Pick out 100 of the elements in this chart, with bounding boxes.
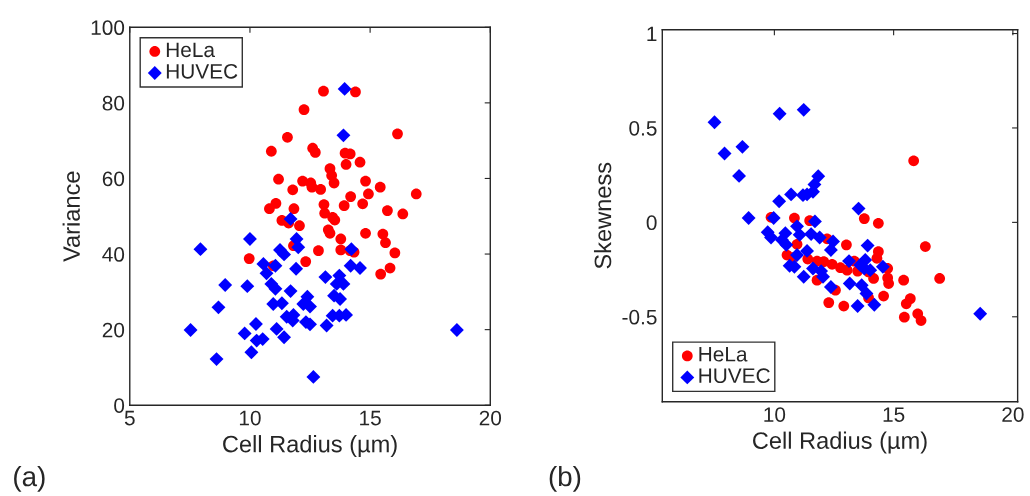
point [858, 253, 873, 267]
point [796, 269, 811, 284]
point [898, 311, 910, 323]
y-tick-label: 0 [114, 398, 125, 413]
point [269, 321, 284, 336]
y-tick-label: 80 [102, 95, 125, 111]
y-tick-label: 0.5 [629, 120, 657, 136]
point [915, 315, 927, 326]
point [823, 280, 838, 294]
point [867, 297, 882, 312]
point [363, 188, 374, 200]
point [270, 198, 282, 209]
point [854, 278, 869, 293]
point [303, 299, 317, 314]
point [878, 290, 889, 302]
point [392, 128, 403, 140]
point [319, 318, 334, 333]
x-tick-label: 20 [1002, 407, 1024, 422]
point [796, 102, 811, 117]
x-axis-title: Cell Radius (µm) [753, 431, 927, 454]
point [883, 278, 894, 289]
point [357, 198, 369, 210]
point [826, 234, 840, 249]
point [382, 205, 393, 216]
point [360, 175, 371, 187]
point [772, 194, 787, 209]
y-tick-label: 1 [647, 26, 657, 42]
point [340, 159, 352, 170]
point [268, 281, 283, 296]
point [766, 211, 781, 225]
point [318, 85, 329, 97]
point [850, 299, 865, 313]
point [211, 300, 226, 315]
point [288, 203, 300, 215]
point [784, 187, 799, 202]
point [243, 253, 255, 264]
text: (a) [14, 465, 45, 492]
point [898, 274, 910, 286]
point [313, 245, 324, 257]
point [823, 242, 838, 257]
point [298, 104, 310, 116]
x-tick-label: 20 [479, 410, 502, 426]
point [800, 243, 814, 258]
point [345, 191, 357, 202]
point [256, 256, 271, 271]
point [193, 242, 208, 257]
point [306, 369, 321, 384]
x-tick-label: 5 [124, 410, 135, 426]
point [282, 131, 293, 143]
x-tick-label: 10 [764, 407, 786, 422]
point [741, 211, 756, 225]
y-axis-title: Variance [62, 171, 80, 262]
legend-label: HUVEC [699, 368, 770, 384]
point [842, 276, 857, 291]
point [812, 230, 827, 245]
point [707, 115, 722, 130]
point [792, 227, 807, 242]
point [779, 237, 794, 252]
legend-label: HeLa [166, 42, 215, 58]
point [384, 262, 396, 274]
point [343, 258, 358, 273]
point [908, 155, 920, 167]
point [360, 227, 371, 239]
point [338, 200, 350, 212]
point [350, 86, 361, 98]
point [375, 268, 387, 280]
point [243, 231, 257, 246]
point [300, 256, 312, 267]
y-tick-label: 0 [646, 215, 657, 231]
point [919, 241, 931, 252]
text: (b) [549, 465, 581, 492]
point [389, 247, 401, 259]
point [268, 258, 283, 273]
point [732, 168, 747, 183]
point [377, 228, 389, 240]
point [277, 330, 292, 345]
point [772, 106, 787, 121]
point [354, 156, 366, 168]
point [449, 323, 464, 337]
point [811, 169, 826, 184]
point [841, 239, 852, 251]
point [249, 317, 263, 331]
y-tick-label: 40 [102, 247, 125, 262]
point [374, 181, 386, 193]
point [397, 208, 409, 220]
point [842, 254, 856, 269]
point [337, 81, 352, 96]
y-tick-label: 60 [102, 171, 125, 187]
point [265, 145, 277, 157]
point [218, 278, 233, 292]
point [335, 244, 347, 256]
point [244, 345, 259, 360]
point [273, 173, 284, 185]
point [328, 177, 340, 189]
point [860, 238, 875, 253]
point [259, 266, 274, 281]
point [904, 293, 916, 305]
point [283, 284, 298, 299]
point [735, 139, 750, 154]
point [315, 184, 326, 195]
